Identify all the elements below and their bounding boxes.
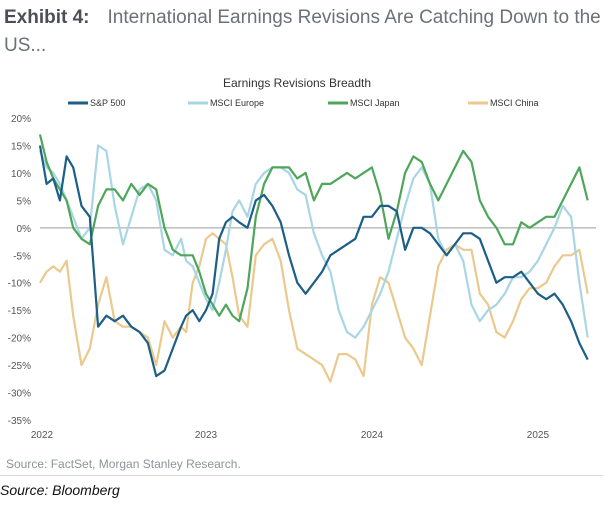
legend-label: MSCI Europe (210, 98, 264, 108)
y-tick-label: 10% (11, 169, 31, 180)
chart-legend: S&P 500 MSCI Europe MSCI Japan MSCI China (68, 98, 539, 108)
source-caption: Source: Bloomberg (0, 482, 120, 498)
legend-label: MSCI China (490, 98, 539, 108)
x-tick-label: 2024 (361, 430, 384, 441)
y-tick-label: 0% (17, 224, 32, 235)
y-tick-label: 5% (17, 196, 32, 207)
legend-label: S&P 500 (90, 98, 125, 108)
exhibit-number: Exhibit 4: (4, 7, 90, 28)
exhibit-title: Exhibit 4: International Earnings Revisio… (4, 4, 602, 60)
earnings-revisions-chart: Earnings Revisions Breadth S&P 500 MSCI E… (8, 76, 596, 441)
chart-axes: 20% 15% 10% 5% 0% -5% -10% -15% -20% -25% -30% -35%… (8, 114, 596, 441)
chart-title: Earnings Revisions Breadth (223, 76, 371, 90)
y-tick-label: -30% (8, 389, 31, 400)
y-tick-label: -25% (8, 361, 31, 372)
chart-series (38, 134, 589, 383)
legend-label: MSCI Japan (350, 98, 400, 108)
y-tick-label: 15% (11, 141, 31, 152)
series-line-msci-china (39, 232, 589, 383)
x-tick-label: 2023 (195, 430, 218, 441)
series-line-s-p-500 (38, 145, 589, 378)
y-tick-label: -15% (8, 306, 31, 317)
divider (0, 475, 603, 476)
exhibit-heading: International Earnings Revisions Are Cat… (4, 7, 601, 56)
x-tick-label: 2025 (527, 430, 550, 441)
source-line: Source: FactSet, Morgan Stanley Research… (6, 457, 241, 471)
y-tick-label: -5% (13, 251, 31, 262)
y-tick-label: 20% (11, 114, 31, 125)
series-line-msci-japan (38, 134, 589, 323)
y-tick-label: -10% (8, 279, 31, 290)
x-tick-label: 2022 (31, 430, 54, 441)
series-line-msci-europe (38, 144, 589, 339)
y-tick-label: -20% (8, 334, 31, 345)
y-tick-label: -35% (8, 416, 31, 427)
